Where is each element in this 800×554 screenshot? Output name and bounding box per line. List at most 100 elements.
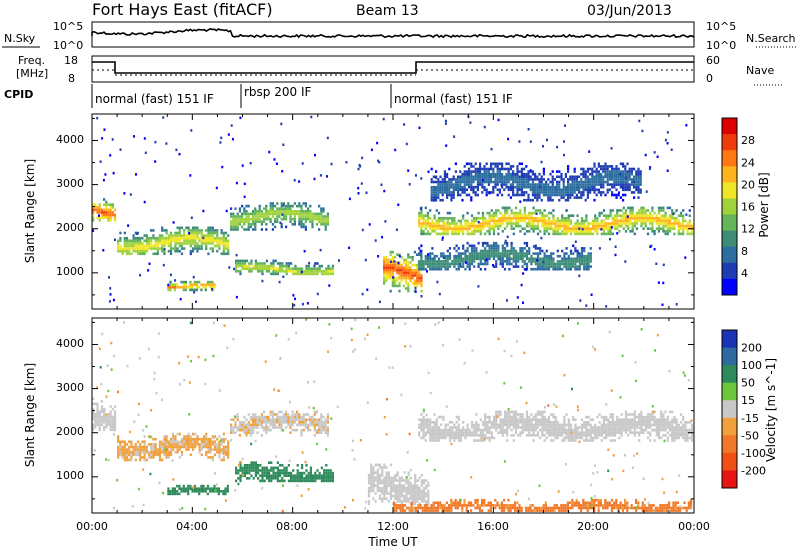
echo-cell xyxy=(512,185,515,189)
echo-cell xyxy=(389,253,392,256)
echo-cell xyxy=(426,254,430,258)
echo-cell xyxy=(283,264,286,268)
echo-cell xyxy=(252,210,255,213)
echo-cell xyxy=(492,170,495,173)
echo-cell xyxy=(479,252,482,255)
echo-cell xyxy=(307,267,310,270)
echo-cell xyxy=(530,254,533,258)
echo-cell xyxy=(260,413,263,416)
echo-cell xyxy=(427,481,430,485)
echo-cell xyxy=(296,479,299,483)
echo-cell xyxy=(194,234,197,237)
echo-cell xyxy=(189,252,192,256)
echo-cell xyxy=(597,162,600,166)
echo-cell xyxy=(329,471,332,475)
echo-cell xyxy=(569,219,573,223)
echo-cell xyxy=(426,257,430,261)
echo-cell xyxy=(485,170,488,173)
echo-cell xyxy=(211,287,214,291)
echo-cell xyxy=(567,257,570,261)
echo-cell xyxy=(324,217,327,221)
echo-cell xyxy=(139,252,142,256)
echo-cell xyxy=(556,224,559,228)
echo-cell xyxy=(254,223,257,226)
echo-cell xyxy=(241,471,244,475)
echo-cell xyxy=(154,443,157,446)
echo-cell xyxy=(613,183,616,186)
echo-cell xyxy=(507,185,510,189)
echo-cell xyxy=(673,224,676,228)
echo-cell xyxy=(414,476,417,480)
echo-cell xyxy=(269,421,272,424)
echo-cell xyxy=(283,479,286,483)
echo-cell xyxy=(189,174,192,177)
echo-cell xyxy=(686,224,689,228)
echo-cell xyxy=(270,479,273,483)
echo-cell xyxy=(236,413,239,416)
echo-cell xyxy=(431,434,434,437)
echo-cell xyxy=(503,217,507,220)
echo-cell xyxy=(521,260,524,263)
echo-cell xyxy=(326,415,329,419)
echo-cell xyxy=(239,264,242,268)
echo-cell xyxy=(510,217,513,220)
echo-cell xyxy=(385,256,388,259)
echo-cell xyxy=(470,185,473,189)
echo-cell xyxy=(176,432,179,436)
echo-cell xyxy=(136,453,140,457)
echo-cell xyxy=(550,219,553,223)
echo-cell xyxy=(396,474,399,477)
echo-cell xyxy=(279,474,282,477)
echo-cell xyxy=(198,231,201,235)
echo-cell xyxy=(302,217,305,221)
echo-cell xyxy=(473,434,476,437)
echo-cell xyxy=(220,252,223,256)
echo-cell xyxy=(473,217,476,220)
echo-cell xyxy=(178,484,181,488)
echo-cell xyxy=(107,203,110,206)
echo-cell xyxy=(222,239,225,243)
echo-cell xyxy=(442,224,445,228)
echo-cell xyxy=(141,448,144,451)
echo-cell xyxy=(517,260,520,263)
echo-cell xyxy=(150,242,153,245)
echo-cell xyxy=(248,267,251,270)
echo-cell xyxy=(514,222,518,225)
echo-cell xyxy=(459,254,463,258)
echo-cell xyxy=(405,142,408,146)
echo-cell xyxy=(367,474,371,477)
echo-cell xyxy=(144,151,147,155)
echo-cell xyxy=(207,448,210,451)
echo-cell xyxy=(520,185,523,189)
echo-cell xyxy=(501,167,504,171)
echo-cell xyxy=(600,178,603,181)
echo-cell xyxy=(611,232,614,236)
echo-cell xyxy=(282,204,285,207)
echo-cell xyxy=(455,436,458,440)
echo-cell xyxy=(402,276,405,280)
echo-cell xyxy=(187,484,190,488)
echo-cell xyxy=(448,167,451,171)
echo-cell xyxy=(496,165,499,168)
echo-cell xyxy=(540,198,543,202)
echo-cell xyxy=(114,418,117,421)
echo-cell xyxy=(429,439,432,442)
echo-cell xyxy=(205,236,208,240)
echo-cell xyxy=(562,196,565,199)
echo-cell xyxy=(200,445,203,449)
echo-cell xyxy=(385,489,388,493)
echo-cell xyxy=(552,217,555,220)
echo-cell xyxy=(486,244,489,248)
echo-cell xyxy=(220,440,223,444)
echo-cell xyxy=(196,242,199,245)
echo-cell xyxy=(671,217,674,220)
echo-cell xyxy=(470,183,473,186)
echo-cell xyxy=(668,227,672,230)
echo-cell xyxy=(496,170,499,173)
echo-cell xyxy=(556,230,559,233)
echo-cell xyxy=(114,208,117,212)
cpid-segment-3: normal (fast) 151 IF xyxy=(394,92,513,106)
echo-cell xyxy=(422,489,426,493)
echo-cell xyxy=(457,219,460,223)
echo-cell xyxy=(147,435,151,438)
